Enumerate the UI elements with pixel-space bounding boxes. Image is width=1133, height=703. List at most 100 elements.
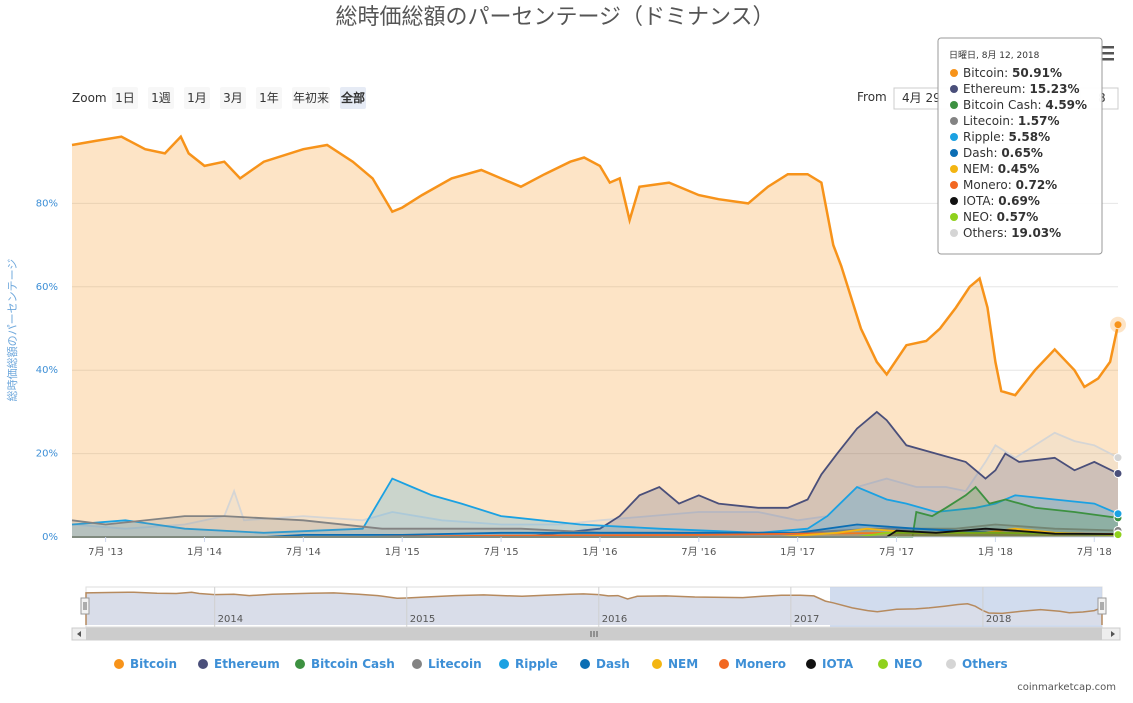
scrollbar[interactable] [71, 627, 1121, 641]
tooltip-swatch [950, 85, 958, 93]
legend-item-iota[interactable]: IOTA [806, 657, 854, 671]
legend-label: Litecoin [428, 657, 482, 671]
navigator-year-label: 2016 [602, 614, 627, 625]
legend-label: NEM [668, 657, 698, 671]
zoom-button-label: 1週 [151, 91, 171, 105]
navigator-year-label: 2015 [410, 614, 435, 625]
x-tick-label: 7月 '17 [879, 546, 914, 558]
legend-swatch [198, 659, 208, 669]
legend-swatch [412, 659, 422, 669]
legend-swatch [878, 659, 888, 669]
legend-item-bitcoin[interactable]: Bitcoin [114, 657, 177, 671]
series-area-ethereum [72, 411, 1118, 537]
navigator-year-label: 2017 [794, 614, 819, 625]
y-tick-label: 80% [36, 198, 58, 209]
range-from-label: From [857, 90, 887, 104]
y-tick-label: 40% [36, 365, 58, 376]
legend-item-nem[interactable]: NEM [652, 657, 698, 671]
tooltip-swatch [950, 165, 958, 173]
legend-label: Ripple [515, 657, 558, 671]
x-tick-label: 7月 '14 [286, 546, 321, 558]
tooltip-row-ethereum: Ethereum: 15.23% [963, 82, 1079, 96]
legend-item-dash[interactable]: Dash [580, 657, 630, 671]
legend-item-bitcoin-cash[interactable]: Bitcoin Cash [295, 657, 395, 671]
series-line-bitcoin [71, 134, 1120, 397]
tooltip-row-dash: Dash: 0.65% [963, 146, 1043, 160]
legend-item-ethereum[interactable]: Ethereum [198, 657, 280, 671]
zoom-button-label: 1月 [187, 91, 207, 105]
series-area-bitcoin-cash [72, 487, 1118, 537]
tooltip-header: 日曜日, 8月 12, 2018 [949, 50, 1040, 61]
series-area-litecoin [72, 516, 1118, 537]
tooltip-swatch [950, 133, 958, 141]
navigator[interactable]: 2014 2015 2016 2017 2018 [80, 586, 1107, 628]
tooltip-row-bitcoin-cash: Bitcoin Cash: 4.59% [963, 98, 1087, 112]
legend-swatch [946, 659, 956, 669]
hover-halo [1110, 316, 1126, 333]
tooltip-swatch [950, 229, 958, 237]
y-tick-label: 0% [42, 532, 58, 543]
series-line-litecoin [71, 515, 1119, 534]
legend-swatch [580, 659, 590, 669]
y-axis: 0% 20% 40% 60% 80% [36, 198, 58, 543]
navigator-left-handle[interactable] [80, 597, 90, 615]
tooltip-swatch [950, 117, 958, 125]
tooltip-row-bitcoin: Bitcoin: 50.91% [963, 66, 1062, 80]
navigator-series [85, 591, 1103, 625]
end-marker-others [1113, 453, 1123, 463]
legend-swatch [719, 659, 729, 669]
legend-swatch [295, 659, 305, 669]
navigator-right-handle[interactable] [1097, 597, 1107, 615]
zoom-button-年初来[interactable]: 年初来 [292, 87, 330, 109]
zoom-button-1月[interactable]: 1月 [184, 87, 210, 109]
zoom-button-3月[interactable]: 3月 [220, 87, 246, 109]
zoom-button-1日[interactable]: 1日 [112, 87, 138, 109]
series-area-bitcoin [72, 136, 1118, 537]
tooltip-swatch [950, 197, 958, 205]
series-end-markers [1110, 316, 1126, 540]
legend-label: Others [962, 657, 1008, 671]
tooltip-swatch [950, 101, 958, 109]
series-line-ethereum [72, 410, 1119, 538]
legend-label: Bitcoin Cash [311, 657, 395, 671]
zoom-label: Zoom [72, 91, 107, 105]
legend-label: NEO [894, 657, 922, 671]
zoom-button-1年[interactable]: 1年 [256, 87, 282, 109]
x-tick-label: 1月 '18 [978, 546, 1013, 558]
legend-item-neo[interactable]: NEO [878, 657, 922, 671]
zoom-buttons: 1日 1週 1月 3月 1年 年初来 全部 [112, 87, 366, 109]
scroll-left-icon[interactable] [77, 631, 81, 637]
zoom-button-1週[interactable]: 1週 [148, 87, 174, 109]
tooltip-row-litecoin: Litecoin: 1.57% [963, 114, 1059, 128]
navigator-year-label: 2018 [986, 614, 1011, 625]
menu-icon[interactable] [1100, 46, 1114, 61]
tooltip-row-monero: Monero: 0.72% [963, 178, 1057, 192]
series-line-bitcoin-cash [72, 485, 1119, 538]
legend-item-litecoin[interactable]: Litecoin [412, 657, 482, 671]
zoom-button-全部[interactable]: 全部 [340, 87, 366, 109]
legend-item-ripple[interactable]: Ripple [499, 657, 558, 671]
y-axis-title: 総時価総額のパーセンテージ [5, 259, 19, 402]
zoom-button-label: 年初来 [293, 91, 329, 105]
tooltip-swatch [950, 149, 958, 157]
tooltip-row-others: Others: 19.03% [963, 226, 1061, 240]
y-tick-label: 60% [36, 282, 58, 293]
legend-label: Monero [735, 657, 786, 671]
tooltip-row-iota: IOTA: 0.69% [963, 194, 1040, 208]
end-marker-ripple [1113, 509, 1123, 519]
series-line-others [71, 431, 1119, 530]
x-tick-label: 7月 '15 [484, 546, 519, 558]
legend-item-others[interactable]: Others [946, 657, 1008, 671]
scroll-right-icon[interactable] [1111, 631, 1115, 637]
tooltip-swatch [950, 181, 958, 189]
navigator-year-label: 2014 [218, 614, 243, 625]
credit-link[interactable]: coinmarketcap.com [1017, 682, 1116, 693]
end-marker-ethereum [1113, 468, 1123, 478]
legend-item-monero[interactable]: Monero [719, 657, 786, 671]
zoom-button-label: 全部 [340, 90, 365, 105]
x-tick-label: 1月 '16 [582, 546, 617, 558]
legend-label: Ethereum [214, 657, 280, 671]
tooltip-row-ripple: Ripple: 5.58% [963, 130, 1050, 144]
x-axis: 7月 '13 1月 '14 7月 '14 1月 '15 7月 '15 1月 '16 7月 '… [72, 536, 1118, 558]
